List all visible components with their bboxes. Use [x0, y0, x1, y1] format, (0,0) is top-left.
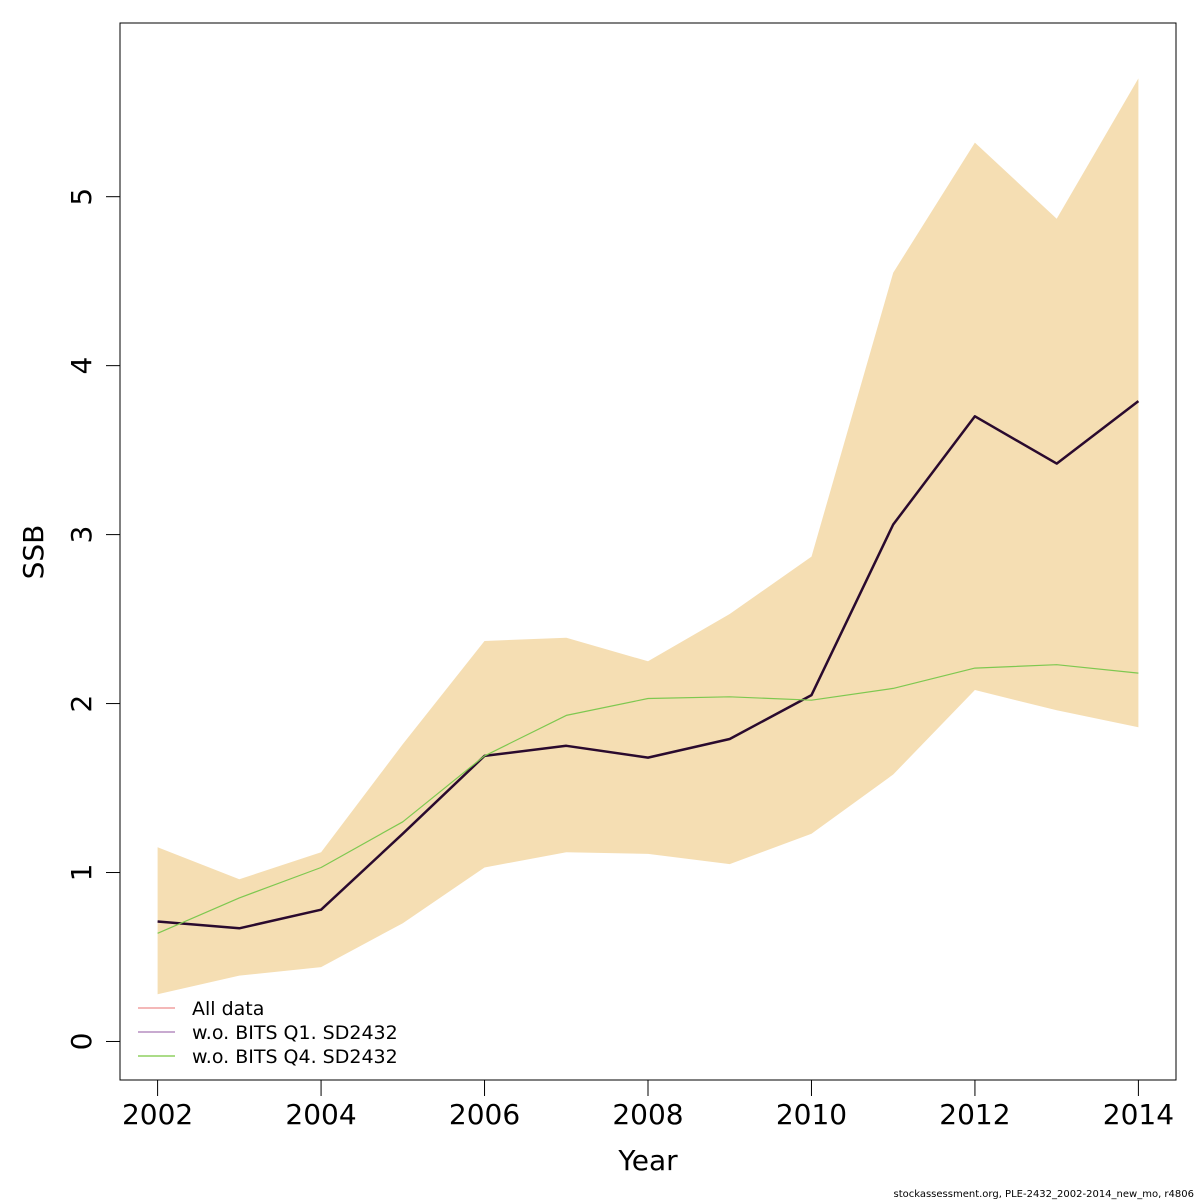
x-tick-label: 2002	[122, 1098, 193, 1131]
x-tick-label: 2012	[939, 1098, 1010, 1131]
footer-text: stockassessment.org, PLE-2432_2002-2014_…	[893, 1189, 1194, 1200]
x-axis-title: Year	[617, 1144, 678, 1177]
series-line-3	[157, 664, 1139, 934]
confidence-band-layer	[157, 78, 1139, 995]
y-tick-label: 4	[65, 357, 98, 375]
y-tick-label: 2	[65, 695, 98, 713]
y-axis-title: SSB	[17, 525, 50, 580]
x-tick-label: 2008	[612, 1098, 683, 1131]
y-axis: 0 1 2 3 4 5	[65, 188, 121, 1051]
x-tick-label: 2010	[776, 1098, 847, 1131]
y-tick-label: 0	[65, 1033, 98, 1051]
series-line-2	[157, 400, 1140, 930]
legend-label-3: w.o. BITS Q4. SD2432	[192, 1046, 398, 1068]
confidence-band	[157, 78, 1139, 995]
legend-label-1: All data	[192, 998, 264, 1020]
y-tick-label: 5	[65, 188, 98, 206]
legend-label-2: w.o. BITS Q1. SD2432	[192, 1022, 398, 1044]
y-tick-label: 1	[65, 864, 98, 882]
series-layer	[157, 400, 1140, 934]
y-tick-label: 3	[65, 526, 98, 544]
x-tick-label: 2004	[285, 1098, 356, 1131]
x-tick-label: 2014	[1103, 1098, 1174, 1131]
x-axis: 2002 2004 2006 2008 2010 2012 2014	[122, 1079, 1174, 1131]
x-tick-label: 2006	[449, 1098, 520, 1131]
